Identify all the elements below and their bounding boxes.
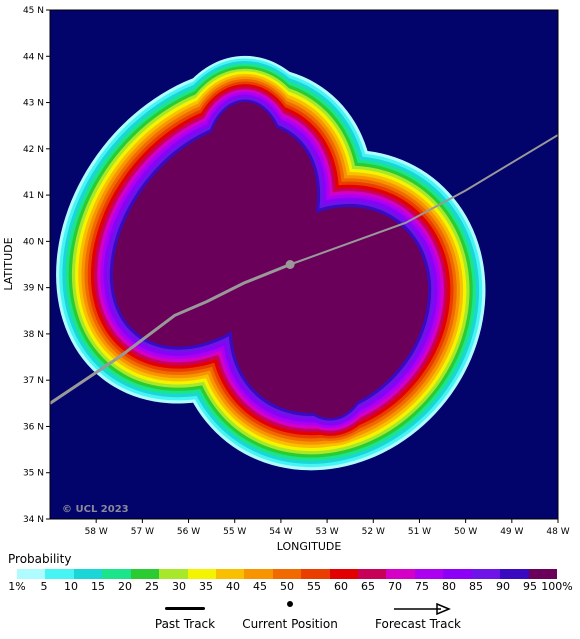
lat-tick-label: 38 N <box>23 330 44 340</box>
colorbar-label: 60 <box>334 580 348 593</box>
lon-tick-label: 50 W <box>454 527 477 537</box>
probability-map: 58 W 57 W 56 W 55 W 54 W 53 W 52 W 51 W 50 W 49 W… <box>2 6 570 553</box>
lat-tick-label: 35 N <box>23 469 44 479</box>
past-track-line-icon <box>165 607 205 610</box>
colorbar-segment <box>414 569 444 579</box>
forecast-arrow-icon <box>394 603 451 615</box>
lat-tick-label: 40 N <box>23 237 44 247</box>
colorbar-label: 1% <box>8 580 26 593</box>
lat-tick-label: 34 N <box>23 515 44 525</box>
colorbar-segment <box>528 569 558 579</box>
colorbar-label: 80 <box>442 580 456 593</box>
colorbar-label: 15 <box>91 580 105 593</box>
colorbar-segment <box>159 569 188 579</box>
watermark: © UCL 2023 <box>62 504 129 515</box>
lat-tick-label: 43 N <box>23 99 44 109</box>
colorbar-segment <box>102 569 131 579</box>
lat-tick-label: 42 N <box>23 145 44 155</box>
lon-tick-label: 54 W <box>269 527 292 537</box>
lon-tick-label: 58 W <box>85 527 108 537</box>
colorbar-label: 95 <box>523 580 537 593</box>
colorbar-segment <box>443 569 472 579</box>
lat-tick-label: 41 N <box>23 191 44 201</box>
colorbar-segment <box>215 569 245 579</box>
current-position-dot-icon <box>287 601 293 607</box>
probability-band <box>112 102 429 418</box>
colorbar-label: 100% <box>541 580 573 593</box>
colorbar-label: 55 <box>307 580 321 593</box>
lat-tick-label: 37 N <box>23 376 44 386</box>
colorbar-segment <box>301 569 330 579</box>
lon-tick-label: 53 W <box>315 527 338 537</box>
colorbar-segment <box>471 569 501 579</box>
forecast-track-label: Forecast Track <box>375 617 461 631</box>
lat-tick-label: 44 N <box>23 52 44 62</box>
colorbar-label: 10 <box>64 580 78 593</box>
colorbar-label: 25 <box>145 580 159 593</box>
x-axis-title: LONGITUDE <box>277 540 342 553</box>
colorbar-label: 30 <box>172 580 186 593</box>
colorbar-segment <box>272 569 302 579</box>
past-track <box>50 263 291 405</box>
colorbar-label: 45 <box>253 580 267 593</box>
colorbar-segment <box>17 569 46 579</box>
lon-tick-label: 48 W <box>546 527 569 537</box>
lat-tick-label: 39 N <box>23 284 44 294</box>
colorbar-label: 75 <box>415 580 429 593</box>
current-position-marker <box>285 260 295 269</box>
track-legend: Past Track Current Position Forecast Tra… <box>0 600 580 636</box>
probability-swath <box>56 55 486 471</box>
lon-tick-label: 51 W <box>408 527 431 537</box>
colorbar-label: 5 <box>40 580 48 593</box>
lat-tick-label: 45 N <box>23 6 44 16</box>
colorbar-segment <box>386 569 415 579</box>
past-track-label: Past Track <box>154 617 216 631</box>
colorbar-segment <box>187 569 216 579</box>
lon-tick-label: 52 W <box>362 527 385 537</box>
y-axis-title: LATITUDE <box>2 237 15 290</box>
colorbar-label: 35 <box>199 580 213 593</box>
colorbar-segment <box>329 569 359 579</box>
colorbar-label: 65 <box>361 580 375 593</box>
colorbar-segment <box>358 569 387 579</box>
colorbar-segment <box>244 569 273 579</box>
lon-tick-label: 49 W <box>500 527 523 537</box>
colorbar-labels: 1% 5 10 15 20 25 30 35 40 45 50 55 60 65 70 75 80 85 90 95 1… <box>0 580 580 594</box>
colorbar-label: 40 <box>226 580 240 593</box>
colorbar-label: 20 <box>118 580 132 593</box>
colorbar-label: 90 <box>496 580 510 593</box>
probability-colorbar <box>17 569 558 579</box>
colorbar-label: 70 <box>388 580 402 593</box>
colorbar-segment <box>130 569 160 579</box>
lon-tick-label: 57 W <box>131 527 154 537</box>
lon-tick-label: 56 W <box>177 527 200 537</box>
legend-title: Probability <box>8 552 72 566</box>
plot-frame <box>49 9 559 520</box>
colorbar-segment <box>500 569 529 579</box>
legend-forecast-track: Forecast Track <box>348 600 488 631</box>
colorbar-segment <box>45 569 74 579</box>
legend-current-position: Current Position <box>220 600 360 631</box>
current-position-label: Current Position <box>242 617 338 631</box>
colorbar-label: 85 <box>469 580 483 593</box>
colorbar-segment <box>73 569 103 579</box>
lon-tick-label: 55 W <box>223 527 246 537</box>
lat-tick-label: 36 N <box>23 422 44 432</box>
forecast-track <box>289 134 558 266</box>
legend-past-track: Past Track <box>115 600 255 631</box>
colorbar-label: 50 <box>280 580 294 593</box>
